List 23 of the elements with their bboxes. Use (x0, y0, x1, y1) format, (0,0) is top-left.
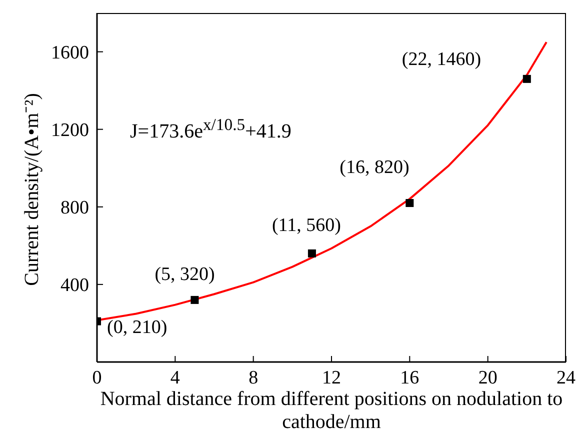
point (522, 74, 531, 83)
x-tick-label: 12 (322, 367, 341, 388)
x-tick-label: 0 (92, 367, 102, 388)
annotation: (22, 1460) (402, 48, 482, 71)
point (190, 296, 199, 304)
x-tick-label: 8 (248, 367, 258, 388)
annotation: J=173.6e$^{x/10.5}$+41.9 (130, 115, 292, 144)
annotation: (0, 210) (107, 317, 168, 340)
point (308, 249, 316, 258)
x-tick-label: 16 (400, 367, 420, 388)
annotation: (16, 820) (340, 157, 410, 179)
x-tick-label: 24 (556, 367, 576, 388)
y-tick-label: 800 (60, 198, 89, 219)
annotation: (5, 320) (154, 264, 215, 286)
x-tick-label: 4 (170, 367, 180, 388)
y-tick-label: 400 (60, 275, 89, 296)
y-tick-label: 1200 (51, 120, 89, 142)
y-axis-title: Current density/(A•m⁻²) (20, 92, 44, 288)
annotation: (11, 560) (272, 215, 341, 238)
point (406, 199, 414, 208)
x-tick-label: 20 (478, 367, 498, 388)
x-axis-title: Normal distance from different positions on nodulation to cathode/mm (99, 388, 564, 434)
y-tick-label: 1600 (51, 42, 89, 64)
